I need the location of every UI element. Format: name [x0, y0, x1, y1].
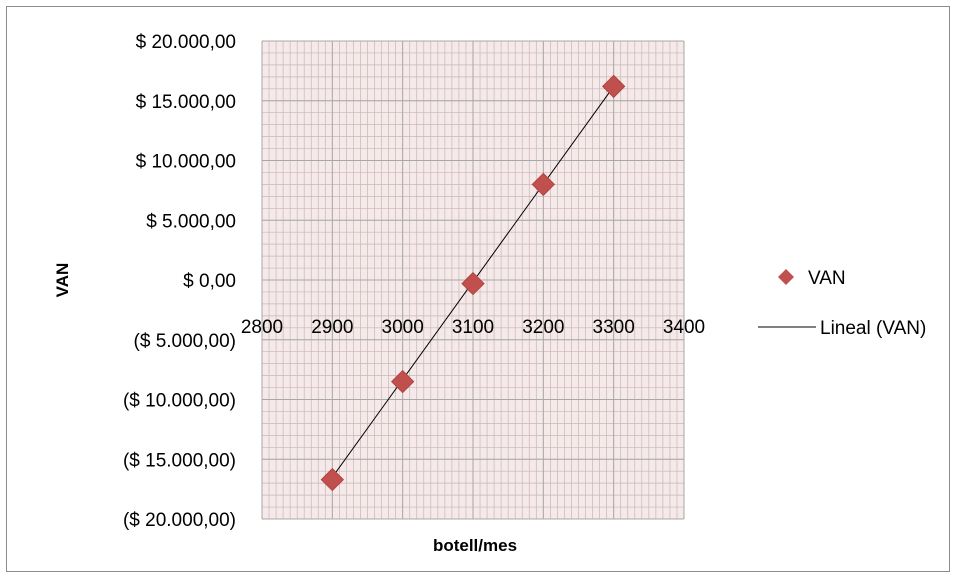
data-point-van	[531, 172, 556, 197]
legend-label-lineal: Lineal (VAN)	[820, 318, 926, 339]
data-point-van	[390, 369, 415, 394]
y-tick-label: $ 20.000,00	[136, 32, 236, 53]
y-tick-label: ($ 20.000,00)	[123, 510, 236, 531]
legend-marker-van	[778, 269, 794, 285]
x-tick-label: 3000	[382, 317, 424, 338]
x-tick-label: 2800	[241, 317, 283, 338]
y-tick-label: $ 0,00	[183, 271, 236, 292]
x-axis-tick-labels: 2800 2900 3000 3100 3200 3300 3400	[241, 317, 705, 338]
legend: VAN Lineal (VAN)	[758, 268, 926, 339]
y-tick-label: $ 5.000,00	[146, 211, 236, 232]
x-tick-label: 2900	[311, 317, 353, 338]
legend-label-van: VAN	[808, 268, 846, 289]
y-tick-label: ($ 5.000,00)	[134, 331, 236, 352]
x-tick-label: 3200	[522, 317, 564, 338]
y-tick-label: $ 15.000,00	[136, 92, 236, 113]
data-points	[320, 74, 626, 492]
data-point-van	[601, 74, 626, 99]
x-tick-label: 3400	[663, 317, 705, 338]
x-tick-label: 3300	[593, 317, 635, 338]
x-axis-title: botell/mes	[433, 536, 517, 555]
data-point-van	[461, 271, 485, 296]
x-tick-label: 3100	[452, 317, 494, 338]
y-tick-label: ($ 15.000,00)	[123, 450, 236, 471]
y-tick-label: ($ 10.000,00)	[123, 391, 236, 412]
y-tick-label: $ 10.000,00	[136, 152, 236, 173]
data-point-van	[320, 467, 345, 492]
y-axis-title: VAN	[53, 263, 72, 298]
major-grid	[261, 40, 685, 520]
y-axis-tick-labels: $ 20.000,00 $ 15.000,00 $ 10.000,00 $ 5.000…	[123, 32, 236, 531]
